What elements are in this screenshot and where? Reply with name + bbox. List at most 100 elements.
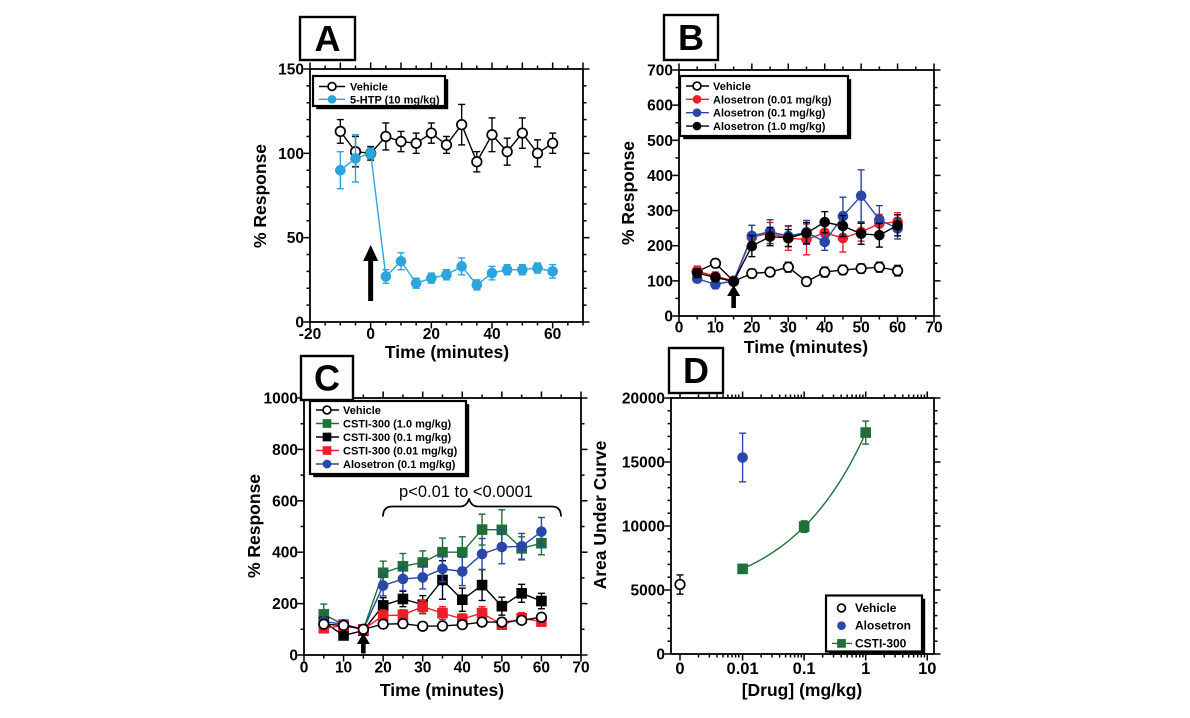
legend-item: 5-HTP (10 mg/kg) bbox=[319, 94, 440, 106]
x-axis-title: [Drug] (mg/kg) bbox=[742, 680, 863, 700]
significance-bracket bbox=[382, 498, 562, 517]
data-point-marker bbox=[737, 452, 748, 463]
legend-label: Vehicle bbox=[350, 82, 388, 94]
x-axis: 0 0.01 0.1 1 10 bbox=[675, 391, 936, 678]
panel-label-box: C bbox=[299, 354, 355, 402]
data-point-marker bbox=[819, 236, 831, 248]
data-point-marker bbox=[437, 546, 448, 558]
y-tick-label: 1000 bbox=[264, 391, 298, 408]
data-point-marker bbox=[517, 264, 528, 276]
legend-label: CSTI-300 (1.0 mg/kg) bbox=[343, 419, 452, 431]
series-5-htp-10-mg-kg bbox=[335, 134, 558, 291]
legend-label: Vehicle bbox=[713, 81, 751, 93]
legend-label: Alosetron bbox=[855, 619, 911, 633]
data-point-marker bbox=[350, 153, 361, 164]
data-point-marker bbox=[377, 610, 389, 621]
data-point-marker bbox=[837, 621, 846, 631]
panel-label: C bbox=[314, 358, 340, 399]
x-tick-label: 40 bbox=[483, 326, 500, 343]
fit-curve bbox=[742, 432, 867, 570]
injection-arrow bbox=[356, 633, 370, 654]
legend-item: Alosetron (0.01 mg/kg) bbox=[686, 94, 832, 106]
legend-item: Alosetron bbox=[837, 619, 911, 633]
y-tick-label: 20000 bbox=[622, 391, 665, 408]
x-tick-label: 40 bbox=[816, 320, 833, 337]
y-tick-label: 200 bbox=[647, 238, 673, 255]
data-point-marker bbox=[819, 216, 831, 228]
y-axis: 0 100 200 300 400 500 600 700 bbox=[647, 63, 941, 326]
y-tick-label: 600 bbox=[272, 493, 298, 510]
series-csti-300-0-01-mg-kg bbox=[318, 599, 547, 635]
data-point-marker bbox=[873, 261, 886, 273]
data-point-marker bbox=[377, 567, 389, 579]
data-point-marker bbox=[486, 129, 498, 141]
data-point-marker bbox=[692, 121, 702, 131]
legend-item: Vehicle bbox=[316, 405, 381, 417]
x-tick-label: 60 bbox=[889, 320, 906, 337]
legend: Vehicle Alosetron CSTI-300 bbox=[824, 594, 926, 655]
data-point-marker bbox=[456, 119, 468, 131]
data-point-marker bbox=[322, 459, 332, 469]
data-point-marker bbox=[337, 619, 350, 632]
data-point-marker bbox=[417, 572, 429, 583]
series-alosetron-1-0-mg-kg bbox=[691, 210, 903, 287]
data-point-marker bbox=[456, 613, 468, 625]
y-tick-label: 150 bbox=[278, 62, 304, 79]
panel-label-border bbox=[662, 13, 720, 62]
x-tick-label: 70 bbox=[925, 320, 942, 337]
data-point-marker bbox=[486, 267, 498, 279]
data-point-marker bbox=[357, 623, 370, 635]
data-point-marker bbox=[335, 164, 346, 176]
data-point-marker bbox=[437, 607, 448, 619]
x-tick-label: 30 bbox=[780, 320, 797, 337]
legend-label: Vehicle bbox=[855, 601, 897, 615]
data-point-marker bbox=[441, 269, 452, 281]
data-point-marker bbox=[860, 427, 871, 438]
x-tick-label: 70 bbox=[572, 660, 589, 677]
data-point-marker bbox=[764, 231, 776, 242]
data-point-marker bbox=[692, 81, 702, 91]
legend-item: CSTI-300 (0.01 mg/kg) bbox=[316, 446, 458, 458]
y-tick-label: 0 bbox=[289, 648, 298, 665]
data-point-marker bbox=[476, 607, 488, 619]
legend-item: Alosetron (0.1 mg/kg) bbox=[316, 459, 456, 471]
y-axis-title: % Response bbox=[250, 144, 270, 248]
series-line bbox=[697, 194, 898, 286]
data-point-marker bbox=[322, 405, 332, 415]
y-tick-label: 0 bbox=[656, 647, 665, 664]
data-point-marker bbox=[692, 108, 702, 118]
y-tick-label: 700 bbox=[647, 63, 673, 80]
panel-label: D bbox=[683, 350, 709, 391]
data-point-marker bbox=[855, 190, 867, 202]
data-point-marker bbox=[380, 130, 392, 143]
data-point-marker bbox=[746, 240, 758, 252]
legend-item: Vehicle bbox=[686, 81, 751, 93]
data-point-marker bbox=[334, 125, 346, 138]
x-tick-label: 50 bbox=[493, 660, 510, 677]
data-point-marker bbox=[536, 595, 547, 607]
data-point-marker bbox=[377, 580, 389, 591]
y-tick-label: 15000 bbox=[622, 455, 665, 472]
data-point-marker bbox=[819, 266, 831, 278]
x-axis: 0 10 20 30 40 50 60 70 bbox=[300, 391, 590, 677]
data-point-marker bbox=[837, 220, 849, 232]
panel-c: 0 10 20 30 40 50 60 70 0 200 400 600 800 1000 Time (mi… bbox=[244, 354, 590, 700]
data-point-marker bbox=[496, 600, 508, 612]
y-tick-label: 800 bbox=[272, 442, 298, 459]
x-tick-label: 0.01 bbox=[727, 660, 759, 678]
data-point-marker bbox=[515, 614, 528, 626]
data-point-marker bbox=[709, 257, 722, 269]
data-point-marker bbox=[397, 617, 409, 630]
data-point-marker bbox=[837, 264, 849, 276]
injection-arrow bbox=[727, 285, 741, 308]
data-point-marker bbox=[536, 526, 547, 537]
data-point-marker bbox=[410, 137, 422, 149]
data-point-marker bbox=[855, 228, 867, 240]
y-tick-label: 50 bbox=[287, 230, 304, 247]
data-point-marker bbox=[410, 277, 422, 289]
x-tick-label: 10 bbox=[918, 660, 936, 678]
data-point-marker bbox=[516, 588, 527, 599]
legend-item: Alosetron (0.1 mg/kg) bbox=[686, 108, 826, 120]
series-vehicle bbox=[318, 611, 548, 635]
